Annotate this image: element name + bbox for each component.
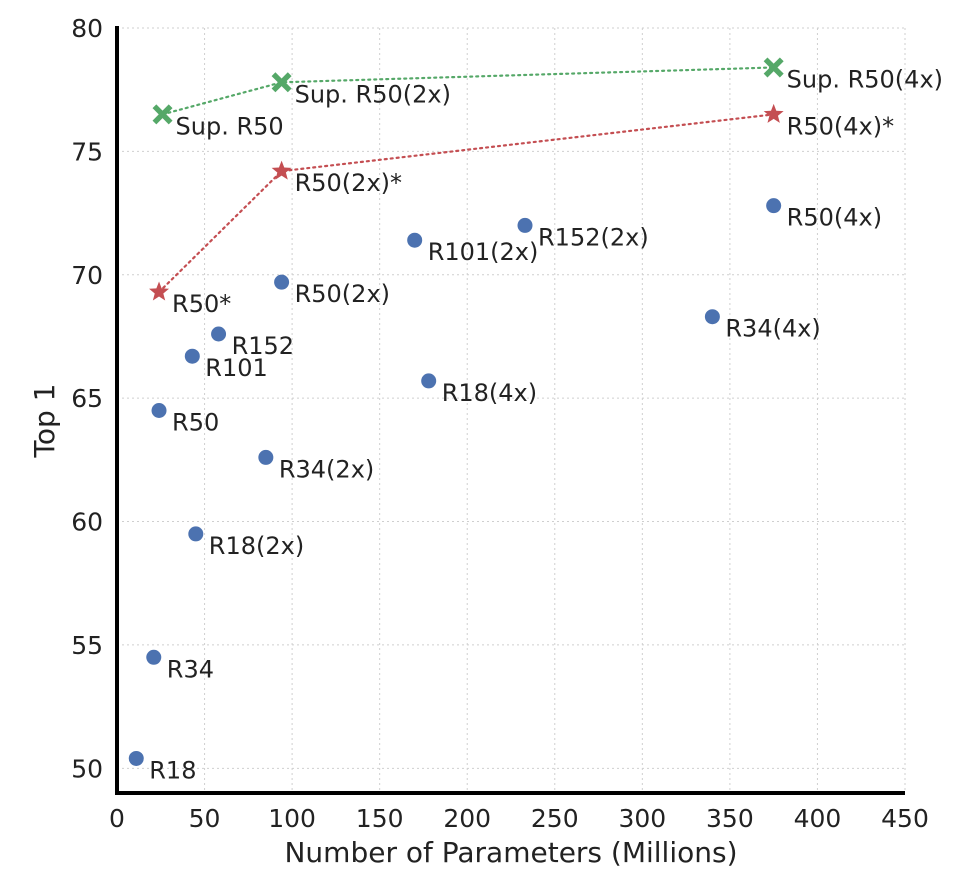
x-axis-label: Number of Parameters (Millions): [284, 836, 737, 869]
grid: [117, 27, 906, 793]
x-tick-label: 150: [356, 804, 404, 833]
point-label: R34(4x): [725, 315, 820, 343]
point-label: R50*: [172, 290, 231, 318]
data-point-x: [152, 104, 173, 125]
y-tick-label: 60: [71, 508, 103, 537]
point-label: R50(2x)*: [295, 169, 402, 197]
data-point-star: [149, 281, 170, 301]
point-label: Sup. R50: [176, 112, 284, 140]
point-label: R50(4x)*: [787, 112, 894, 140]
data-point-circle: [188, 526, 204, 542]
x-tick-label: 50: [189, 804, 221, 833]
data-point-circle: [211, 326, 227, 342]
data-point-circle: [766, 198, 782, 214]
data-point-circle: [184, 348, 200, 364]
y-tick-label: 65: [71, 384, 103, 413]
data-point-circle: [274, 274, 290, 290]
point-label: R18(2x): [209, 532, 304, 560]
x-tick-labels: 0 50 100 150 200 250 300 350 400 450: [109, 804, 929, 833]
point-label: R34(2x): [279, 455, 374, 483]
x-tick-label: 300: [618, 804, 666, 833]
data-point-circle: [407, 232, 423, 248]
x-tick-label: 250: [531, 804, 579, 833]
x-tick-label: 400: [794, 804, 842, 833]
point-label: R101: [205, 354, 267, 382]
data-point-circle: [258, 449, 274, 465]
point-label: R50(2x): [295, 280, 390, 308]
y-tick-labels: 50 55 60 65 70 75 80: [71, 14, 103, 783]
point-label: R50: [172, 409, 219, 437]
data-point-circle: [128, 750, 144, 766]
y-axis-label: Top 1: [28, 384, 61, 459]
point-label: R101(2x): [428, 238, 539, 266]
y-tick-label: 80: [71, 14, 103, 43]
point-label: Sup. R50(4x): [787, 65, 943, 93]
data-point-circle: [146, 649, 162, 665]
data-point-circle: [517, 217, 533, 233]
y-tick-label: 55: [71, 631, 103, 660]
x-tick-label: 200: [443, 804, 491, 833]
point-label: R152: [232, 332, 294, 360]
point-label: R18(4x): [442, 379, 537, 407]
point-label: R34: [167, 655, 214, 683]
x-tick-label: 450: [881, 804, 929, 833]
series-connectors: [157, 66, 775, 294]
data-point-circle: [421, 373, 437, 389]
series-connector-line: [161, 66, 775, 116]
data-point-circle: [704, 309, 720, 325]
data-point-circle: [151, 403, 167, 418]
data-point-x: [271, 72, 292, 93]
point-label: R50(4x): [787, 204, 882, 232]
x-tick-label: 0: [109, 804, 125, 833]
point-label: R18: [149, 756, 196, 784]
y-tick-label: 75: [71, 137, 103, 166]
x-tick-label: 100: [268, 804, 316, 833]
data-point-star: [763, 103, 784, 123]
y-tick-label: 70: [71, 261, 103, 290]
y-tick-label: 50: [71, 754, 103, 783]
point-label: R152(2x): [538, 223, 649, 251]
point-label: Sup. R50(2x): [295, 80, 451, 108]
data-point-star: [271, 160, 292, 180]
x-tick-label: 350: [706, 804, 754, 833]
axes: [115, 26, 905, 795]
data-point-x: [763, 57, 784, 78]
data-points: [128, 57, 784, 766]
